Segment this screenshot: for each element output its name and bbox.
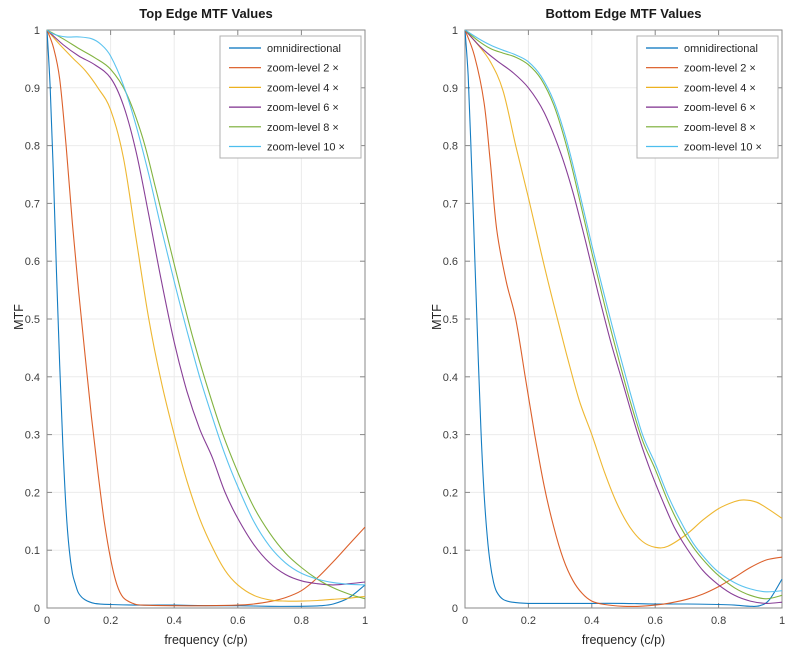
- y-tick-label: 0.1: [443, 545, 458, 557]
- legend-label: zoom-level 10 ×: [684, 142, 762, 154]
- x-tick-label: 0.4: [167, 615, 182, 627]
- legend-label: zoom-level 6 ×: [684, 102, 756, 114]
- legend-label: zoom-level 8 ×: [267, 122, 339, 134]
- left-x-axis-label: frequency (c/p): [164, 633, 248, 647]
- legend: omnidirectional zoom-level 2 × zoom-level …: [636, 35, 779, 159]
- y-tick-label: 0.7: [25, 198, 40, 210]
- series-line-omnidirectional: [46, 29, 366, 607]
- legend-label: zoom-level 2 ×: [684, 63, 756, 75]
- legend-label: zoom-level 6 ×: [267, 102, 339, 114]
- bottom-edge-chart: 0 0.2 0.4 0.6 0.8 1 0 0.1 0.2 0.3 0.4 0.5 0.6 0.7 0.8 0…: [443, 25, 785, 627]
- legend-box: [219, 35, 362, 159]
- y-tick-label: 0.6: [25, 256, 40, 268]
- legend-box: [636, 35, 779, 159]
- x-tick-label: 1: [779, 615, 785, 627]
- series-line-zoom-level-2-: [46, 29, 366, 607]
- y-tick-label: 0.8: [25, 141, 40, 153]
- legend-label: omnidirectional: [684, 43, 758, 55]
- x-tick-label: 0.6: [648, 615, 663, 627]
- tick-labels: 0 0.2 0.4 0.6 0.8 1 0 0.1 0.2 0.3 0.4 0.5 0.6 0.7 0.8 0…: [443, 25, 785, 627]
- left-chart-title: Top Edge MTF Values: [139, 6, 273, 21]
- y-tick-label: 0.3: [25, 430, 40, 442]
- y-tick-label: 0.4: [25, 372, 40, 384]
- y-tick-label: 0.8: [443, 141, 458, 153]
- y-tick-label: 0.9: [25, 83, 40, 95]
- series-line-zoom-level-6-: [464, 29, 783, 604]
- x-tick-label: 0.6: [230, 615, 245, 627]
- y-tick-label: 0.1: [25, 545, 40, 557]
- right-chart-title: Bottom Edge MTF Values: [545, 6, 702, 21]
- y-tick-label: 0.3: [443, 430, 458, 442]
- legend-label: zoom-level 2 ×: [267, 63, 339, 75]
- y-tick-label: 0.6: [443, 256, 458, 268]
- series-line-zoom-level-8-: [464, 29, 783, 600]
- tick-labels: 0 0.2 0.4 0.6 0.8 1 0 0.1 0.2 0.3 0.4 0.5 0.6 0.7 0.8 0…: [25, 25, 368, 627]
- y-tick-label: 1: [452, 25, 458, 37]
- y-tick-label: 0.5: [443, 314, 458, 326]
- series-lines: [464, 29, 783, 608]
- series-line-zoom-level-10-: [464, 29, 783, 593]
- y-tick-label: 0: [34, 603, 40, 615]
- x-tick-label: 0: [462, 615, 468, 627]
- left-y-axis-label: MTF: [11, 304, 26, 330]
- legend-label: omnidirectional: [267, 43, 341, 55]
- series-line-omnidirectional: [464, 29, 783, 607]
- x-tick-label: 0.2: [521, 615, 536, 627]
- legend-label: zoom-level 8 ×: [684, 122, 756, 134]
- tick-marks: [46, 29, 366, 609]
- y-tick-label: 0.2: [25, 487, 40, 499]
- right-x-axis-label: frequency (c/p): [581, 633, 666, 647]
- y-tick-label: 0: [452, 603, 458, 615]
- series-line-zoom-level-8-: [46, 29, 366, 600]
- y-tick-label: 1: [34, 25, 40, 37]
- legend-label: zoom-level 10 ×: [267, 142, 345, 154]
- y-tick-label: 0.9: [443, 83, 458, 95]
- series-lines: [46, 29, 366, 607]
- x-tick-label: 0.2: [103, 615, 118, 627]
- series-line-zoom-level-4-: [46, 29, 366, 602]
- legend-label: zoom-level 4 ×: [267, 82, 339, 94]
- y-tick-label: 0.4: [443, 372, 458, 384]
- series-line-zoom-level-6-: [46, 29, 366, 586]
- top-edge-chart: 0 0.2 0.4 0.6 0.8 1 0 0.1 0.2 0.3 0.4 0.5 0.6 0.7 0.8 0…: [25, 25, 368, 627]
- x-tick-label: 1: [362, 615, 368, 627]
- series-line-zoom-level-2-: [464, 29, 783, 608]
- right-y-axis-label: MTF: [429, 304, 444, 330]
- x-tick-label: 0: [44, 615, 50, 627]
- x-tick-label: 0.4: [584, 615, 599, 627]
- y-tick-label: 0.5: [25, 314, 40, 326]
- y-tick-label: 0.2: [443, 487, 458, 499]
- y-tick-label: 0.7: [443, 198, 458, 210]
- series-line-zoom-level-10-: [46, 29, 366, 586]
- series-line-zoom-level-4-: [464, 29, 783, 549]
- legend: omnidirectional zoom-level 2 × zoom-level …: [219, 35, 362, 159]
- x-tick-label: 0.8: [294, 615, 309, 627]
- legend-label: zoom-level 4 ×: [684, 82, 756, 94]
- x-tick-label: 0.8: [711, 615, 726, 627]
